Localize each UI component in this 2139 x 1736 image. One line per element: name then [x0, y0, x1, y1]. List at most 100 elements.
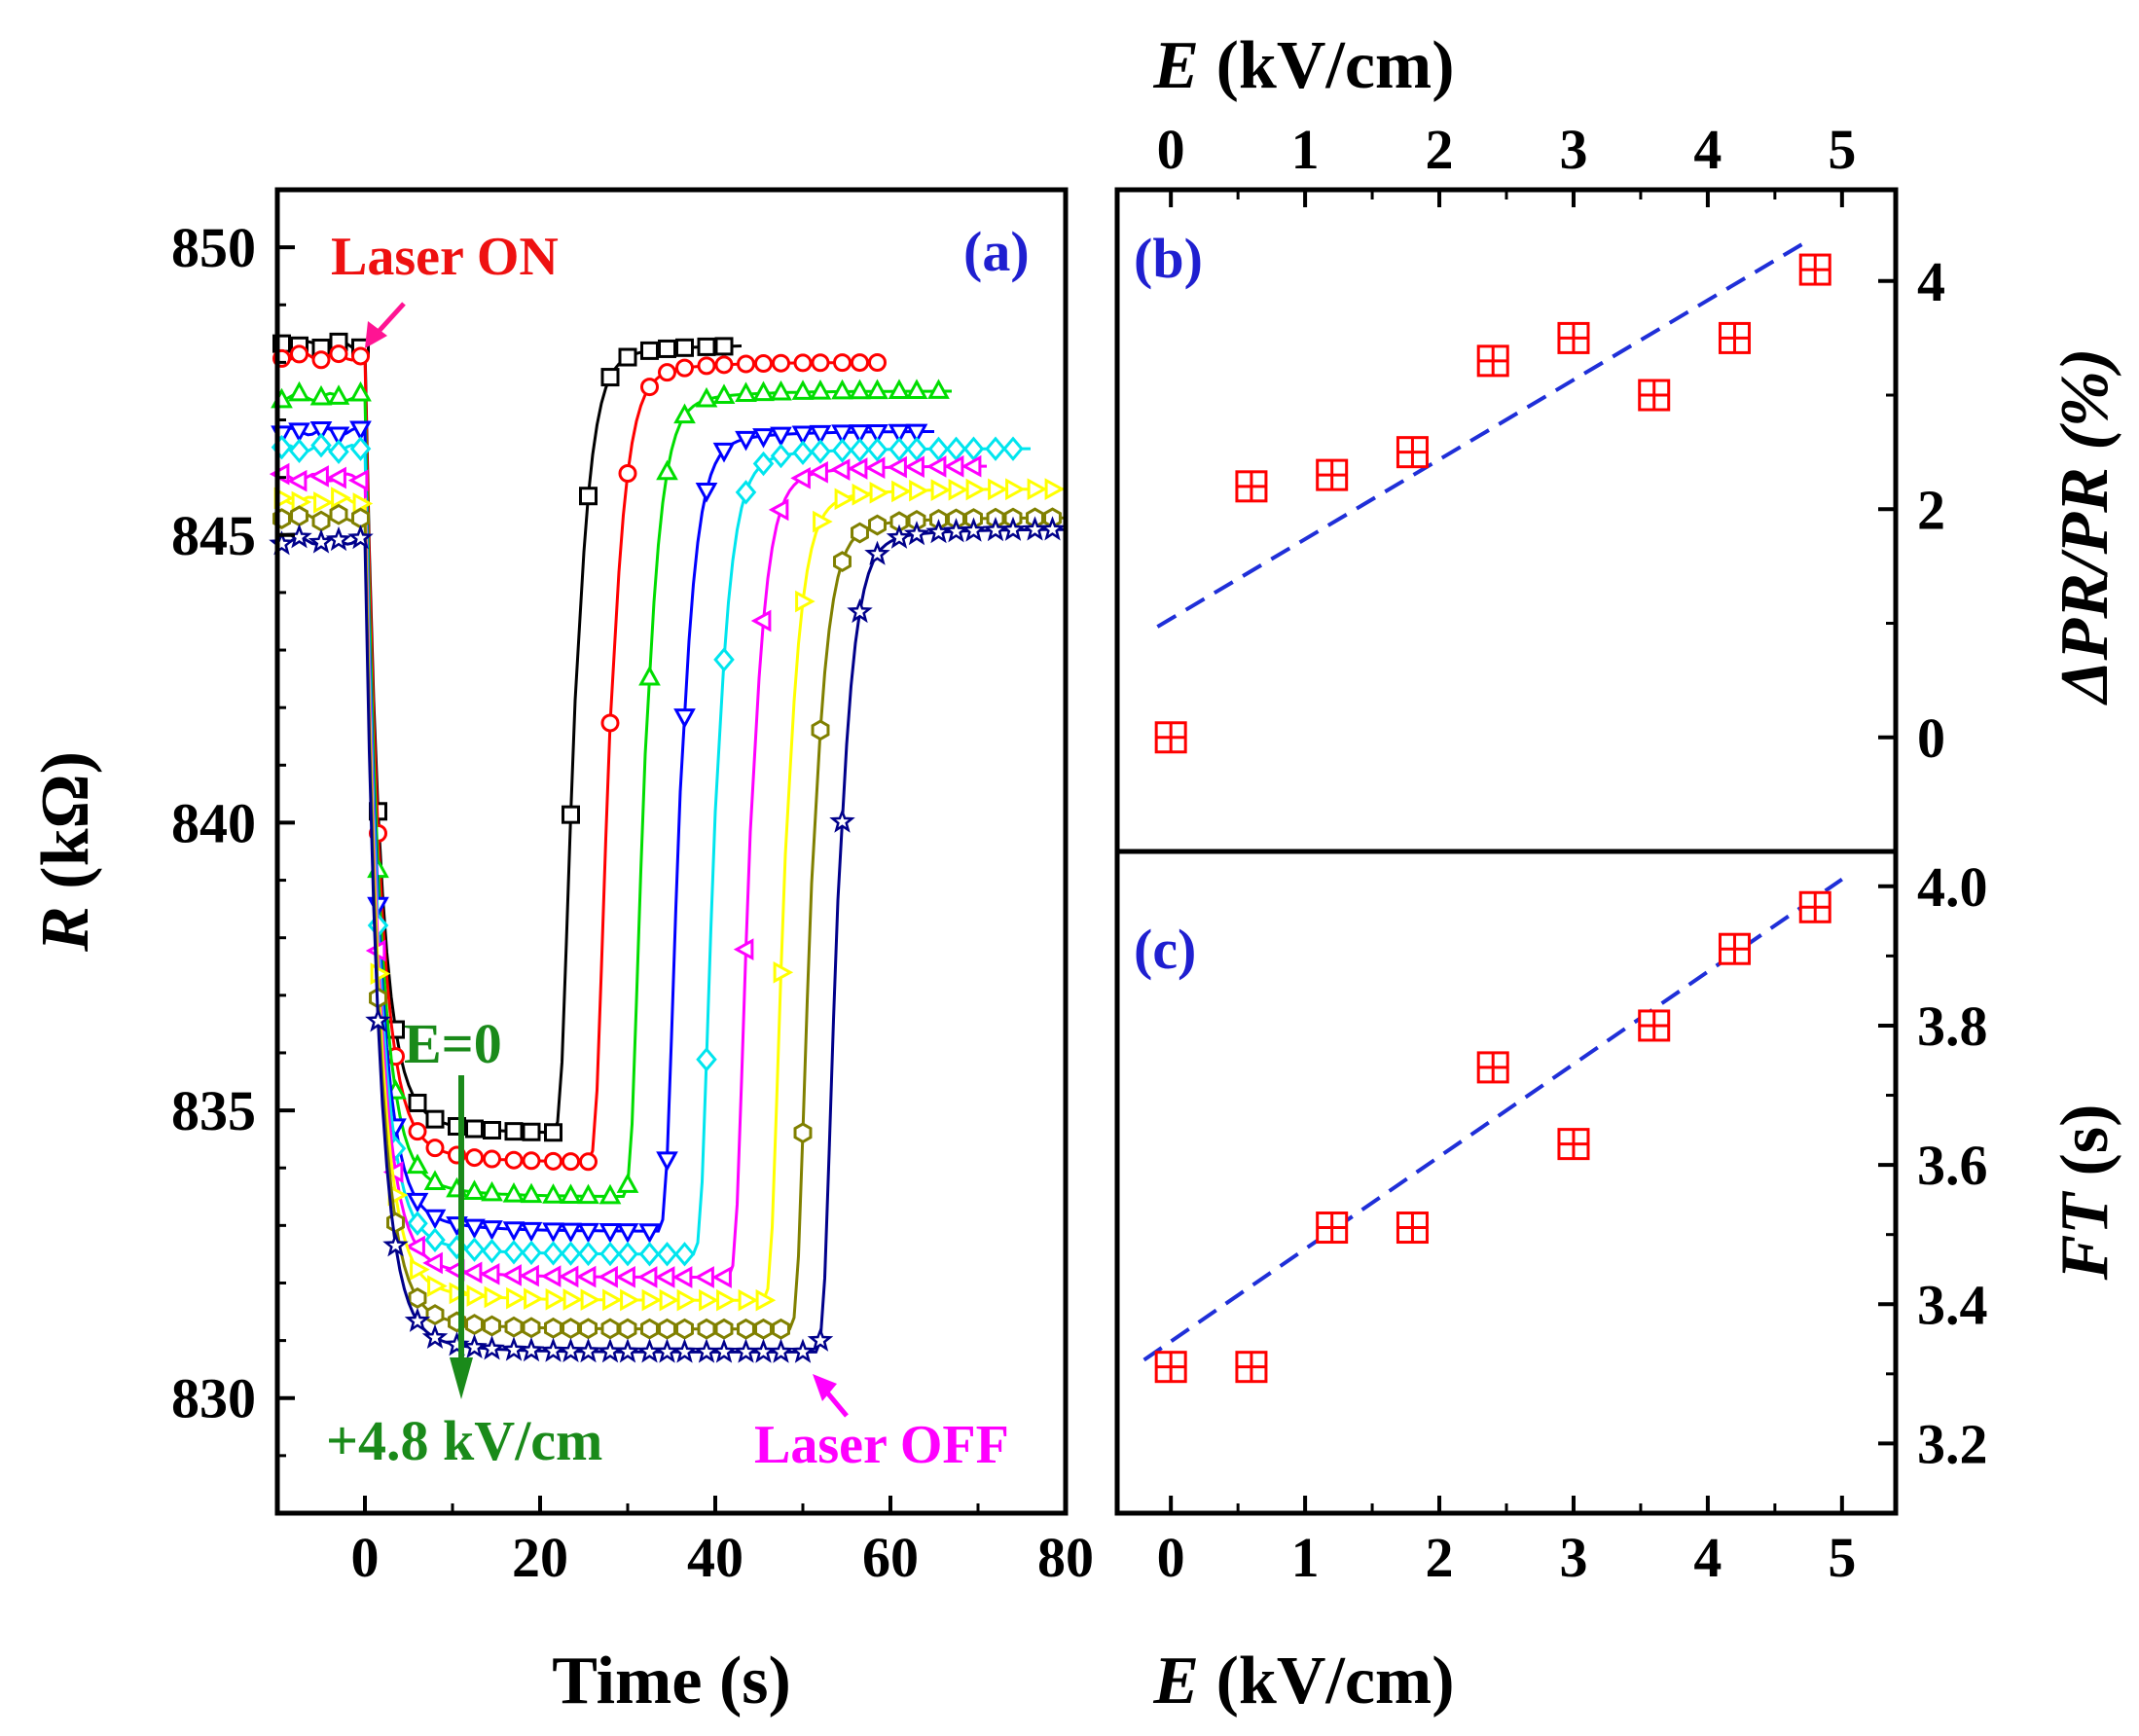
panel-c-xtick-label: 1 — [1291, 1526, 1320, 1589]
panel-b-ytick-label: 2 — [1917, 478, 1945, 541]
panel-a-point — [716, 1288, 737, 1312]
panel-a-point — [866, 437, 888, 462]
panel-a-series-8 — [272, 503, 1066, 1340]
panel-a-point — [640, 1318, 659, 1340]
panel-a-point — [833, 551, 852, 573]
panel-c-point — [1154, 1351, 1187, 1384]
panel-a-point — [602, 1288, 623, 1312]
panel-a-point — [506, 1286, 526, 1310]
panel-a-point — [598, 1183, 622, 1205]
panel-b-xtick-label: 1 — [1291, 118, 1320, 181]
panel-c-xtick-label: 2 — [1426, 1526, 1454, 1589]
panel-a-point — [750, 1338, 777, 1363]
panel-a-point — [807, 1326, 834, 1352]
panel-a-point — [544, 1151, 562, 1171]
panel-a-frame — [274, 187, 1069, 1516]
panel-a-point — [695, 386, 718, 408]
panel-a-point — [558, 1265, 579, 1288]
panel-c-plot: 3.2 3.4 3.6 3.8 4.0 0 1 2 3 4 5 — [1142, 855, 1988, 1589]
panel-a-point — [712, 442, 736, 463]
panel-c-xtick-label: 5 — [1828, 1526, 1856, 1589]
panel-a-point — [579, 1318, 598, 1340]
panel-a-point — [654, 1338, 680, 1363]
panel-a-point — [904, 455, 924, 479]
panel-a-point — [638, 665, 661, 686]
panel-a-point — [521, 1240, 542, 1266]
panel-a-point — [328, 439, 349, 464]
panel-a-point — [347, 524, 374, 550]
panel-b-point — [1557, 321, 1590, 354]
panel-a-point — [313, 491, 334, 514]
panel-a-point — [463, 1179, 486, 1200]
field-direction-arrow — [450, 1075, 473, 1399]
panel-a-ticks: 0 20 40 60 80 830 835 840 845 850 — [171, 216, 1094, 1589]
panel-a-point — [327, 426, 350, 448]
panel-a-point — [927, 379, 950, 399]
panel-a-point — [811, 353, 830, 373]
panel-a-point — [308, 528, 335, 554]
panel-b-xtick-label: 4 — [1693, 118, 1722, 181]
panel-a-point — [675, 358, 694, 378]
panel-c-xlabel-symbol: E — [1152, 1644, 1199, 1718]
panel-a-point — [864, 456, 886, 480]
panel-a-point — [888, 437, 910, 462]
panel-a-point — [671, 1266, 693, 1288]
panel-a-point — [961, 454, 982, 478]
panel-c-ytick-label: 3.2 — [1917, 1412, 1988, 1475]
panel-a-point — [847, 597, 873, 624]
panel-a-point — [711, 1266, 732, 1288]
panel-a-point — [560, 1222, 582, 1244]
panel-a-point — [481, 1220, 503, 1241]
panel-a-point — [808, 461, 828, 484]
panel-a-series-3 — [271, 379, 952, 1205]
panel-a-point — [658, 363, 676, 382]
panel-c-point — [1396, 1212, 1429, 1245]
panel-a-series-group — [269, 332, 1067, 1363]
panel-a-point — [768, 1338, 794, 1363]
panel-a-point — [772, 1318, 790, 1340]
panel-a-point — [614, 1338, 641, 1363]
panel-a-point — [406, 1192, 429, 1213]
panel-a-point — [888, 423, 911, 445]
panel-a-point — [463, 1218, 486, 1240]
panel-a-xtick-label: 80 — [1037, 1526, 1094, 1589]
panel-b-tag: (b) — [1134, 227, 1203, 290]
panel-a-point — [518, 1336, 545, 1362]
panel-a-point — [577, 1183, 599, 1205]
panel-a-point — [754, 354, 773, 374]
panel-a-ytick-label: 850 — [171, 216, 256, 279]
panel-a-point — [352, 492, 374, 515]
laser-off-arrow — [813, 1374, 849, 1418]
panel-a-point — [597, 1338, 624, 1363]
panel-a-point — [349, 436, 372, 461]
panel-a-point — [579, 487, 598, 506]
panel-a-point — [424, 1227, 446, 1252]
panel-a-point — [697, 356, 716, 376]
panel-a-point — [961, 517, 987, 542]
panel-a-point — [945, 436, 967, 462]
panel-a-point — [752, 380, 775, 402]
panel-a-point — [484, 1285, 505, 1309]
panel-a-point — [1005, 478, 1026, 501]
panel-a-point — [656, 1242, 678, 1267]
panel-a-point — [311, 510, 331, 532]
panel-c-xtick-label: 3 — [1559, 1526, 1587, 1589]
laser-on-label: Laser ON — [331, 227, 559, 287]
panel-a-ytick-label: 835 — [171, 1079, 256, 1142]
panel-a-point — [851, 353, 869, 373]
panel-a-point — [405, 1235, 425, 1258]
panel-a-point — [656, 459, 678, 481]
panel-a-point — [544, 1123, 562, 1142]
panel-a-point — [673, 403, 696, 424]
panel-c-ytick-label: 3.4 — [1917, 1273, 1988, 1336]
panel-a-point — [790, 467, 811, 489]
panel-a-point — [909, 479, 929, 502]
panel-a-point — [503, 1240, 525, 1265]
panel-a-point — [542, 1222, 564, 1243]
panel-a-point — [962, 436, 985, 461]
panel-a-point — [834, 488, 855, 511]
panel-a-point — [542, 1241, 564, 1266]
panel-c-ytick-label: 3.6 — [1917, 1134, 1988, 1197]
panel-a-point — [286, 469, 308, 492]
panel-a-point — [868, 353, 887, 373]
